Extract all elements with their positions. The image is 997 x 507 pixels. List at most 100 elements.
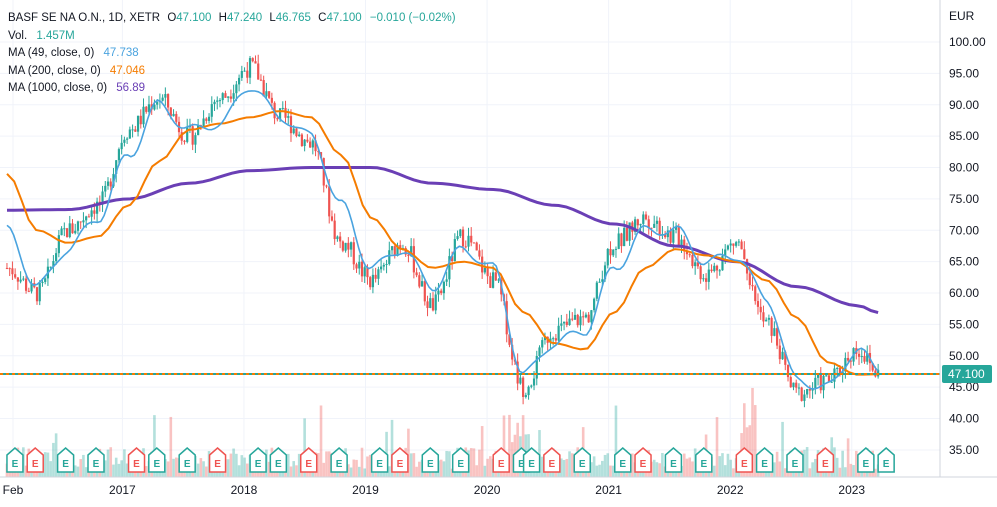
earnings-marker[interactable]: E [299,447,318,473]
earnings-marker[interactable]: E [786,447,804,473]
candle-body [41,281,44,283]
candle-body [467,235,470,247]
legend-vol-value: 1.457M [36,30,74,42]
candle-body [702,278,705,280]
candle-body [390,246,394,251]
earnings-marker[interactable]: E [695,447,713,473]
candle-body [71,223,74,234]
earnings-marker[interactable]: E [127,447,146,473]
candle-body [715,265,719,271]
candle-body [789,377,792,388]
candle-body [694,262,697,267]
price-tick-label: 50.00 [949,349,979,363]
candle-body [440,290,443,294]
earnings-marker[interactable]: E [451,447,470,473]
candle-body [857,353,861,357]
candle-body [420,281,424,287]
candle-body [674,226,678,230]
currency-label: EUR [949,9,975,23]
time-tick-label: 2022 [717,483,744,497]
candle-body [816,374,820,378]
volume-bar [472,448,476,477]
earnings-marker-e-icon: E [427,459,434,470]
candle-body [254,61,257,64]
candle-body [369,277,372,288]
earnings-marker-shape [178,447,196,473]
candle-body [767,317,771,320]
earnings-marker-e-icon: E [741,459,748,470]
candle-body [620,233,623,247]
earnings-marker[interactable]: E [421,447,440,473]
ma200-line [6,110,879,376]
earnings-marker-shape [816,447,835,473]
earnings-marker-e-icon: E [700,459,707,470]
candle-body [218,100,222,102]
candle-body [590,310,593,323]
earnings-marker-shape [249,447,267,473]
candle-body [598,281,601,283]
candle-body [838,367,842,374]
volume-bar [226,459,230,477]
legend-ma1000-label: MA (1000, close, 0) [8,82,107,94]
candle-body [126,138,129,140]
volume-bar [286,453,290,477]
candle-body [82,220,85,223]
candle-body [508,334,511,345]
volume-bar [232,448,235,477]
volume-bar [478,449,481,477]
candle-body [90,210,93,217]
earnings-marker[interactable]: E [56,447,75,473]
legend-ma200-value: 47.046 [110,65,145,77]
earnings-marker[interactable]: E [543,447,561,473]
earnings-marker[interactable]: E [816,447,835,473]
earnings-marker[interactable]: E [87,447,105,473]
candle-body [306,139,309,142]
earnings-marker[interactable]: E [208,447,227,473]
earnings-marker[interactable]: E [148,447,166,473]
earnings-marker[interactable]: E [391,447,409,473]
candle-body [339,236,342,242]
candle-body [8,268,11,270]
earnings-marker-e-icon: E [792,459,799,470]
earnings-marker[interactable]: E [330,447,348,473]
volume-bar [445,450,448,477]
legend-ma200-line: MA (200, close, 0) 47.046 [8,65,145,77]
earnings-marker[interactable]: E [6,447,24,473]
candle-body [243,70,246,72]
volume-bar [723,465,727,477]
earnings-marker[interactable]: E [26,447,44,473]
earnings-marker[interactable]: E [370,447,389,473]
candle-body [63,228,66,230]
candle-body [349,242,353,250]
earnings-marker[interactable]: E [522,447,541,473]
earnings-marker-e-icon: E [62,459,69,470]
earnings-marker[interactable]: E [492,447,510,473]
volume-bar [781,421,784,477]
earnings-marker[interactable]: E [755,447,774,473]
earnings-marker[interactable]: E [269,447,288,473]
candle-body [298,134,301,137]
earnings-marker[interactable]: E [735,447,754,473]
earnings-marker[interactable]: E [178,447,196,473]
earnings-marker[interactable]: E [877,447,895,473]
candle-body [562,321,566,324]
candle-body [60,228,63,236]
volume-bar [415,466,418,477]
candle-body [248,58,252,78]
earnings-marker[interactable]: E [857,447,875,473]
earnings-marker[interactable]: E [634,447,652,473]
volume-bar [658,463,661,477]
time-tick-label: 2017 [109,483,136,497]
earnings-marker-shape [786,447,804,473]
candle-body [797,387,801,389]
earnings-marker[interactable]: E [664,447,683,473]
earnings-marker[interactable]: E [249,447,267,473]
volume-bar [153,415,156,477]
ma49-line [6,90,879,390]
earnings-marker-e-icon: E [863,459,870,470]
earnings-marker[interactable]: E [614,447,632,473]
earnings-marker[interactable]: E [573,447,591,473]
candle-body [347,242,350,250]
